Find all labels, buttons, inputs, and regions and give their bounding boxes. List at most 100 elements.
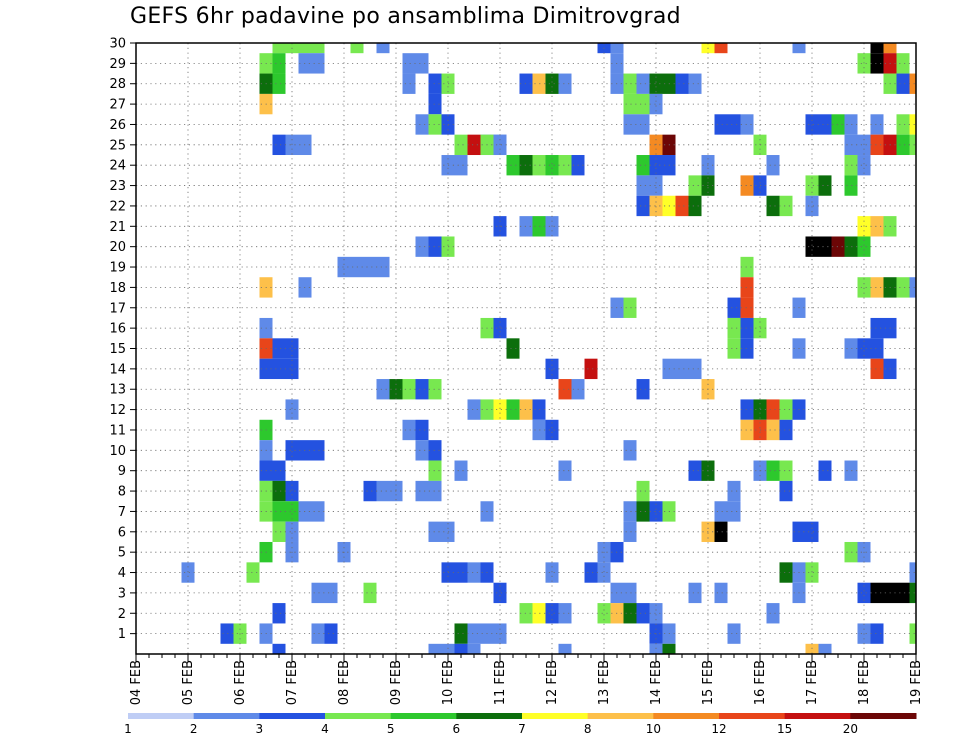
colorbar-label: 3 <box>256 722 264 736</box>
heatmap-cell <box>636 379 650 400</box>
y-tick-label: 21 <box>109 220 126 235</box>
heatmap-cell <box>688 73 702 94</box>
heatmap-cell <box>272 134 286 156</box>
heatmap-cell <box>623 114 637 135</box>
y-tick-label: 16 <box>109 322 126 337</box>
heatmap-cell <box>844 236 858 257</box>
heatmap-cell <box>844 114 858 135</box>
heatmap-cell <box>649 93 663 115</box>
heatmap-cell <box>649 155 663 176</box>
x-tick-label: 14 FEB <box>649 660 664 705</box>
heatmap-cell <box>675 195 689 217</box>
heatmap-cell <box>844 155 858 176</box>
heatmap-cell <box>272 53 286 74</box>
heatmap-cell <box>714 501 728 522</box>
x-tick-label: 12 FEB <box>545 660 560 705</box>
heatmap-cell <box>766 195 780 217</box>
heatmap-cell <box>870 216 884 237</box>
heatmap-cell <box>428 480 442 502</box>
heatmap-cell <box>636 501 650 522</box>
heatmap-cell <box>714 582 728 604</box>
heatmap-cell <box>272 338 286 359</box>
heatmap-cell <box>220 623 234 644</box>
heatmap-cell <box>636 175 650 196</box>
colorbar-swatch <box>850 713 917 719</box>
heatmap-cell <box>545 73 559 94</box>
heatmap-cell <box>818 236 832 257</box>
heatmap-cell <box>623 93 637 115</box>
heatmap-cell <box>311 440 325 461</box>
heatmap-cell <box>311 582 325 604</box>
y-tick-label: 1 <box>118 627 126 642</box>
y-axis: 1234567891011121314151617181920212223242… <box>109 37 136 642</box>
heatmap-cell <box>272 73 286 94</box>
heatmap-cell <box>415 53 429 74</box>
y-tick-label: 11 <box>109 423 126 438</box>
heatmap-cell <box>649 603 663 624</box>
heatmap-cell <box>727 114 741 135</box>
y-tick-label: 10 <box>109 444 126 459</box>
heatmap-cell <box>311 623 325 644</box>
heatmap-cell <box>402 53 416 74</box>
heatmap-cell <box>727 317 741 339</box>
heatmap-cell <box>649 73 663 94</box>
y-tick-label: 13 <box>109 383 126 398</box>
x-tick-label: 07 FEB <box>285 660 300 705</box>
heatmap-cell <box>415 379 429 400</box>
heatmap-cell <box>844 338 858 359</box>
heatmap-cell <box>844 175 858 196</box>
heatmap-cell <box>545 155 559 176</box>
heatmap-cell <box>545 419 559 441</box>
x-tick-label: 08 FEB <box>337 660 352 705</box>
heatmap-cell <box>428 460 442 481</box>
heatmap-cell <box>870 114 884 135</box>
x-tick-label: 16 FEB <box>753 660 768 705</box>
heatmap-cell <box>766 460 780 481</box>
colorbar: 1 2 3 4 5 6 7 8 10 12 15 20 <box>124 713 917 736</box>
heatmap-cell <box>857 338 871 359</box>
colorbar-label: 7 <box>518 722 526 736</box>
heatmap-cell <box>298 43 312 54</box>
colorbar-label: 4 <box>321 722 329 736</box>
colorbar-swatch <box>325 713 392 719</box>
heatmap-cell <box>558 460 572 481</box>
heatmap-cell <box>272 480 286 502</box>
y-tick-label: 9 <box>118 464 126 479</box>
heatmap-cell <box>428 114 442 135</box>
heatmap-cell <box>428 379 442 400</box>
x-axis: 04 FEB 05 FEB 06 FEB 07 FEB 08 FEB 09 FEB 10 F… <box>129 654 924 705</box>
heatmap-cell <box>493 582 507 604</box>
colorbar-swatch <box>784 713 851 719</box>
heatmap-cell <box>714 43 728 54</box>
x-tick-label: 18 FEB <box>857 660 872 705</box>
heatmap-cell <box>857 155 871 176</box>
heatmap-cell <box>870 338 884 359</box>
heatmap-cell <box>285 521 299 542</box>
heatmap-cell <box>688 460 702 481</box>
y-tick-label: 23 <box>109 179 126 194</box>
colorbar-label: 10 <box>646 722 661 736</box>
heatmap-cell <box>766 155 780 176</box>
heatmap-cell <box>493 317 507 339</box>
heatmap-cell <box>714 114 728 135</box>
heatmap-cell <box>740 175 754 196</box>
heatmap-cell <box>792 43 806 54</box>
heatmap-cell <box>376 379 390 400</box>
x-tick-label: 13 FEB <box>597 660 612 705</box>
heatmap-cell <box>870 53 884 74</box>
heatmap-cell <box>428 236 442 257</box>
colorbar-label: 8 <box>584 722 592 736</box>
heatmap-cell <box>727 297 741 318</box>
heatmap-cell <box>909 562 916 583</box>
heatmap-cell <box>766 399 780 420</box>
heatmap-cell <box>688 358 702 380</box>
heatmap-cell <box>506 399 520 420</box>
heatmap-cell <box>584 358 598 380</box>
heatmap-cell <box>363 480 377 502</box>
colorbar-label: 2 <box>190 722 198 736</box>
colorbar-swatch <box>522 713 589 719</box>
heatmap-cell <box>909 134 916 156</box>
heatmap-cell <box>805 114 819 135</box>
y-tick-label: 18 <box>109 281 126 296</box>
